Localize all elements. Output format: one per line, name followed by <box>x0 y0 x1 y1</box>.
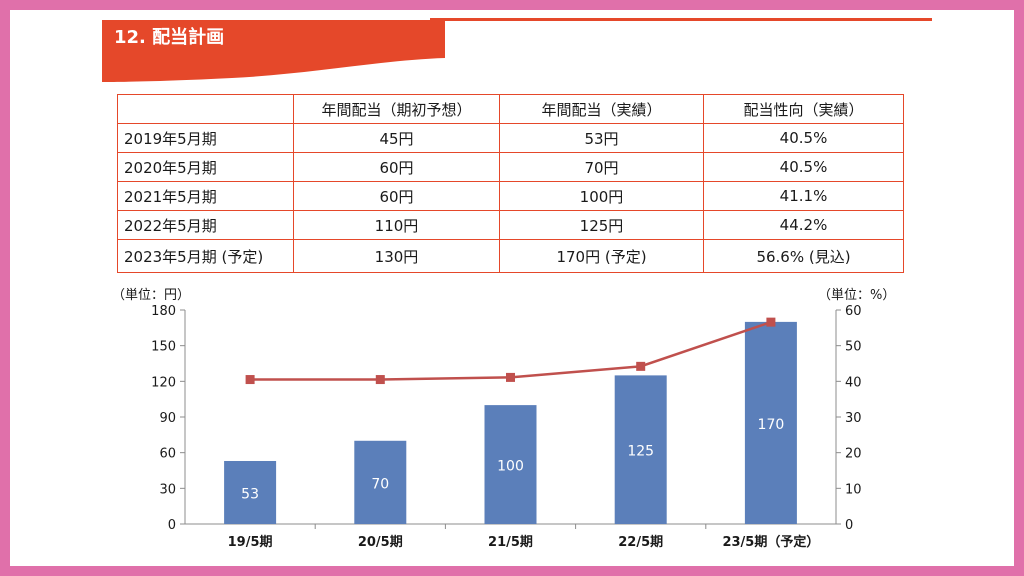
payout-ratio-point <box>766 317 776 327</box>
table-header-row: 年間配当（期初予想） 年間配当（実績） 配当性向（実績） <box>117 94 904 124</box>
table-header-cell <box>117 94 294 124</box>
slide-title: 12. 配当計画 <box>114 27 225 48</box>
payout-ratio-point <box>375 375 385 385</box>
table-header-cell: 配当性向（実績） <box>703 94 904 124</box>
left-tick-label: 90 <box>159 411 176 426</box>
bar-value-label: 125 <box>627 444 654 460</box>
left-tick-label: 0 <box>168 518 176 533</box>
table-cell: 130円 <box>293 239 500 273</box>
bar-value-label: 170 <box>758 417 785 433</box>
right-axis-unit: （単位：%） <box>818 288 896 303</box>
right-tick-label: 40 <box>845 375 862 390</box>
left-tick-label: 150 <box>151 340 176 355</box>
left-tick-label: 120 <box>151 375 176 390</box>
right-tick-label: 0 <box>845 518 853 533</box>
bar-value-label: 70 <box>371 476 389 492</box>
table-header-cell: 年間配当（期初予想） <box>293 94 500 124</box>
table-cell: 56.6% (見込) <box>703 239 904 273</box>
left-axis-unit: （単位：円） <box>112 288 191 303</box>
table-cell: 60円 <box>293 181 500 211</box>
bar <box>484 405 537 524</box>
table-cell: 45円 <box>293 123 500 153</box>
right-tick-label: 60 <box>845 304 862 319</box>
bar-value-label: 100 <box>497 459 524 475</box>
title-underline <box>430 18 932 21</box>
slide: 12. 配当計画 年間配当（期初予想） 年間配当（実績） 配当性向（実績） 20… <box>10 10 1014 566</box>
bar-value-label: 53 <box>241 486 259 502</box>
bar <box>614 375 667 524</box>
x-category-label: 23/5期（予定） <box>722 534 819 550</box>
table-row: 2023年5月期 (予定) 130円 170円 (予定) 56.6% (見込) <box>117 239 904 273</box>
table-cell: 170円 (予定) <box>499 239 704 273</box>
table-cell: 40.5% <box>703 152 904 182</box>
table-row: 2021年5月期 60円 100円 41.1% <box>117 181 904 211</box>
right-tick-label: 30 <box>845 411 862 426</box>
bar <box>354 440 407 524</box>
table-cell: 100円 <box>499 181 704 211</box>
dividend-table: 年間配当（期初予想） 年間配当（実績） 配当性向（実績） 2019年5月期 45… <box>117 94 904 273</box>
left-tick-label: 180 <box>151 304 176 319</box>
payout-ratio-point <box>506 372 515 382</box>
row-label: 2019年5月期 <box>117 123 294 153</box>
table-cell: 60円 <box>293 152 500 182</box>
row-label: 2020年5月期 <box>117 152 294 182</box>
title-banner <box>102 20 445 82</box>
payout-ratio-point <box>636 361 646 371</box>
left-tick-label: 30 <box>159 482 176 497</box>
bar <box>744 321 797 524</box>
x-category-label: 22/5期 <box>618 535 663 550</box>
left-tick-label: 60 <box>159 447 176 462</box>
row-label: 2022年5月期 <box>117 210 294 240</box>
bar <box>224 460 277 524</box>
right-tick-label: 50 <box>845 340 862 355</box>
x-category-label: 21/5期 <box>488 535 533 550</box>
row-label: 2023年5月期 (予定) <box>117 239 294 273</box>
dividend-chart: 0 30 60 90 120 150 180 0 10 20 30 40 50 60 53 70 100 125 1… <box>151 304 862 550</box>
x-category-label: 19/5期 <box>228 535 273 550</box>
x-category-label: 20/5期 <box>358 535 403 550</box>
table-header-cell: 年間配当（実績） <box>499 94 704 124</box>
table-cell: 110円 <box>293 210 500 240</box>
right-tick-label: 10 <box>845 482 862 497</box>
payout-ratio-point <box>245 375 255 385</box>
table-row: 2022年5月期 110円 125円 44.2% <box>117 210 904 240</box>
payout-ratio-line <box>250 320 772 381</box>
table-cell: 44.2% <box>703 210 904 240</box>
right-tick-label: 20 <box>845 447 862 462</box>
table-cell: 40.5% <box>703 123 904 153</box>
